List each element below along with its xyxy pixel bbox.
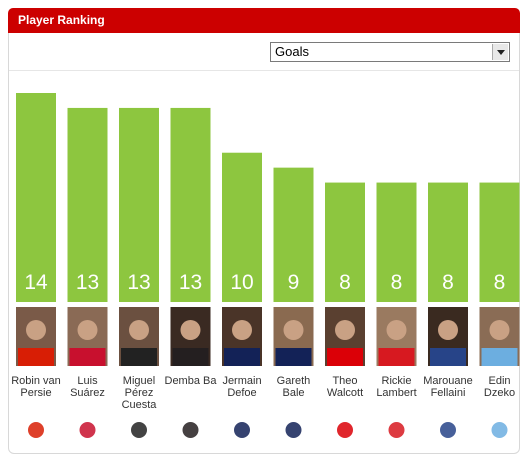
player-name: Rickie Lambert: [376, 375, 417, 399]
player-face: [489, 320, 510, 340]
player-name: Marouane Fellaini: [423, 375, 473, 399]
club-logo: [388, 422, 405, 438]
player-face: [77, 320, 98, 340]
bar: [428, 182, 468, 302]
stat-dropdown[interactable]: Goals: [270, 42, 510, 62]
value-label: 8: [339, 271, 351, 294]
player-shirt: [327, 348, 363, 366]
player-name: Edin Dzeko: [483, 375, 516, 399]
club-logo: [440, 422, 456, 438]
player-shirt: [121, 348, 157, 366]
value-label: 14: [24, 271, 48, 294]
value-label: 9: [288, 271, 300, 294]
club-logo: [234, 422, 250, 438]
player-face: [438, 320, 458, 340]
value-label: 13: [76, 271, 99, 294]
player-shirt: [224, 348, 260, 366]
dropdown-value[interactable]: Goals: [275, 44, 309, 59]
player-face: [129, 320, 149, 340]
club-logo: [491, 422, 508, 438]
bar: [273, 167, 314, 302]
value-label: 10: [230, 271, 253, 294]
bar: [67, 107, 108, 302]
bar: [119, 107, 159, 302]
separator: [9, 70, 519, 71]
player-name: Luis Suárez: [70, 375, 105, 399]
value-label: 8: [442, 271, 454, 294]
player-shirt: [18, 348, 54, 366]
club-logo: [131, 422, 147, 438]
player-name: Theo Walcott: [326, 375, 364, 399]
bar: [325, 182, 365, 302]
header: Player Ranking: [8, 8, 520, 33]
club-logo: [285, 422, 302, 438]
player-face: [386, 320, 407, 340]
value-label: 8: [391, 271, 403, 294]
player-shirt: [430, 348, 466, 366]
player-shirt: [69, 348, 106, 366]
player-face: [26, 320, 46, 340]
player-face: [335, 320, 355, 340]
player-shirt: [378, 348, 415, 366]
club-logo: [28, 422, 44, 438]
player-shirt: [172, 348, 209, 366]
player-name: Jermain Defoe: [222, 375, 262, 399]
player-face: [232, 320, 252, 340]
club-logo: [337, 422, 353, 438]
bar: [376, 182, 417, 302]
bar: [16, 93, 56, 302]
player-shirt: [275, 348, 312, 366]
value-label: 13: [179, 271, 202, 294]
player-name: Miguel Pérez Cuesta: [121, 375, 157, 411]
player-name: Demba Ba: [164, 375, 217, 387]
bar: [479, 182, 520, 302]
player-face: [180, 320, 201, 340]
club-logo: [79, 422, 96, 438]
player-name: Robin van Persie: [11, 375, 61, 399]
dropdown-arrow[interactable]: [492, 44, 508, 60]
player-shirt: [481, 348, 518, 366]
bar: [222, 152, 262, 302]
value-label: 13: [127, 271, 150, 294]
player-face: [283, 320, 304, 340]
player-name: Gareth Bale: [276, 375, 311, 399]
bar: [170, 107, 211, 302]
club-logo: [182, 422, 199, 438]
value-label: 8: [494, 271, 506, 294]
